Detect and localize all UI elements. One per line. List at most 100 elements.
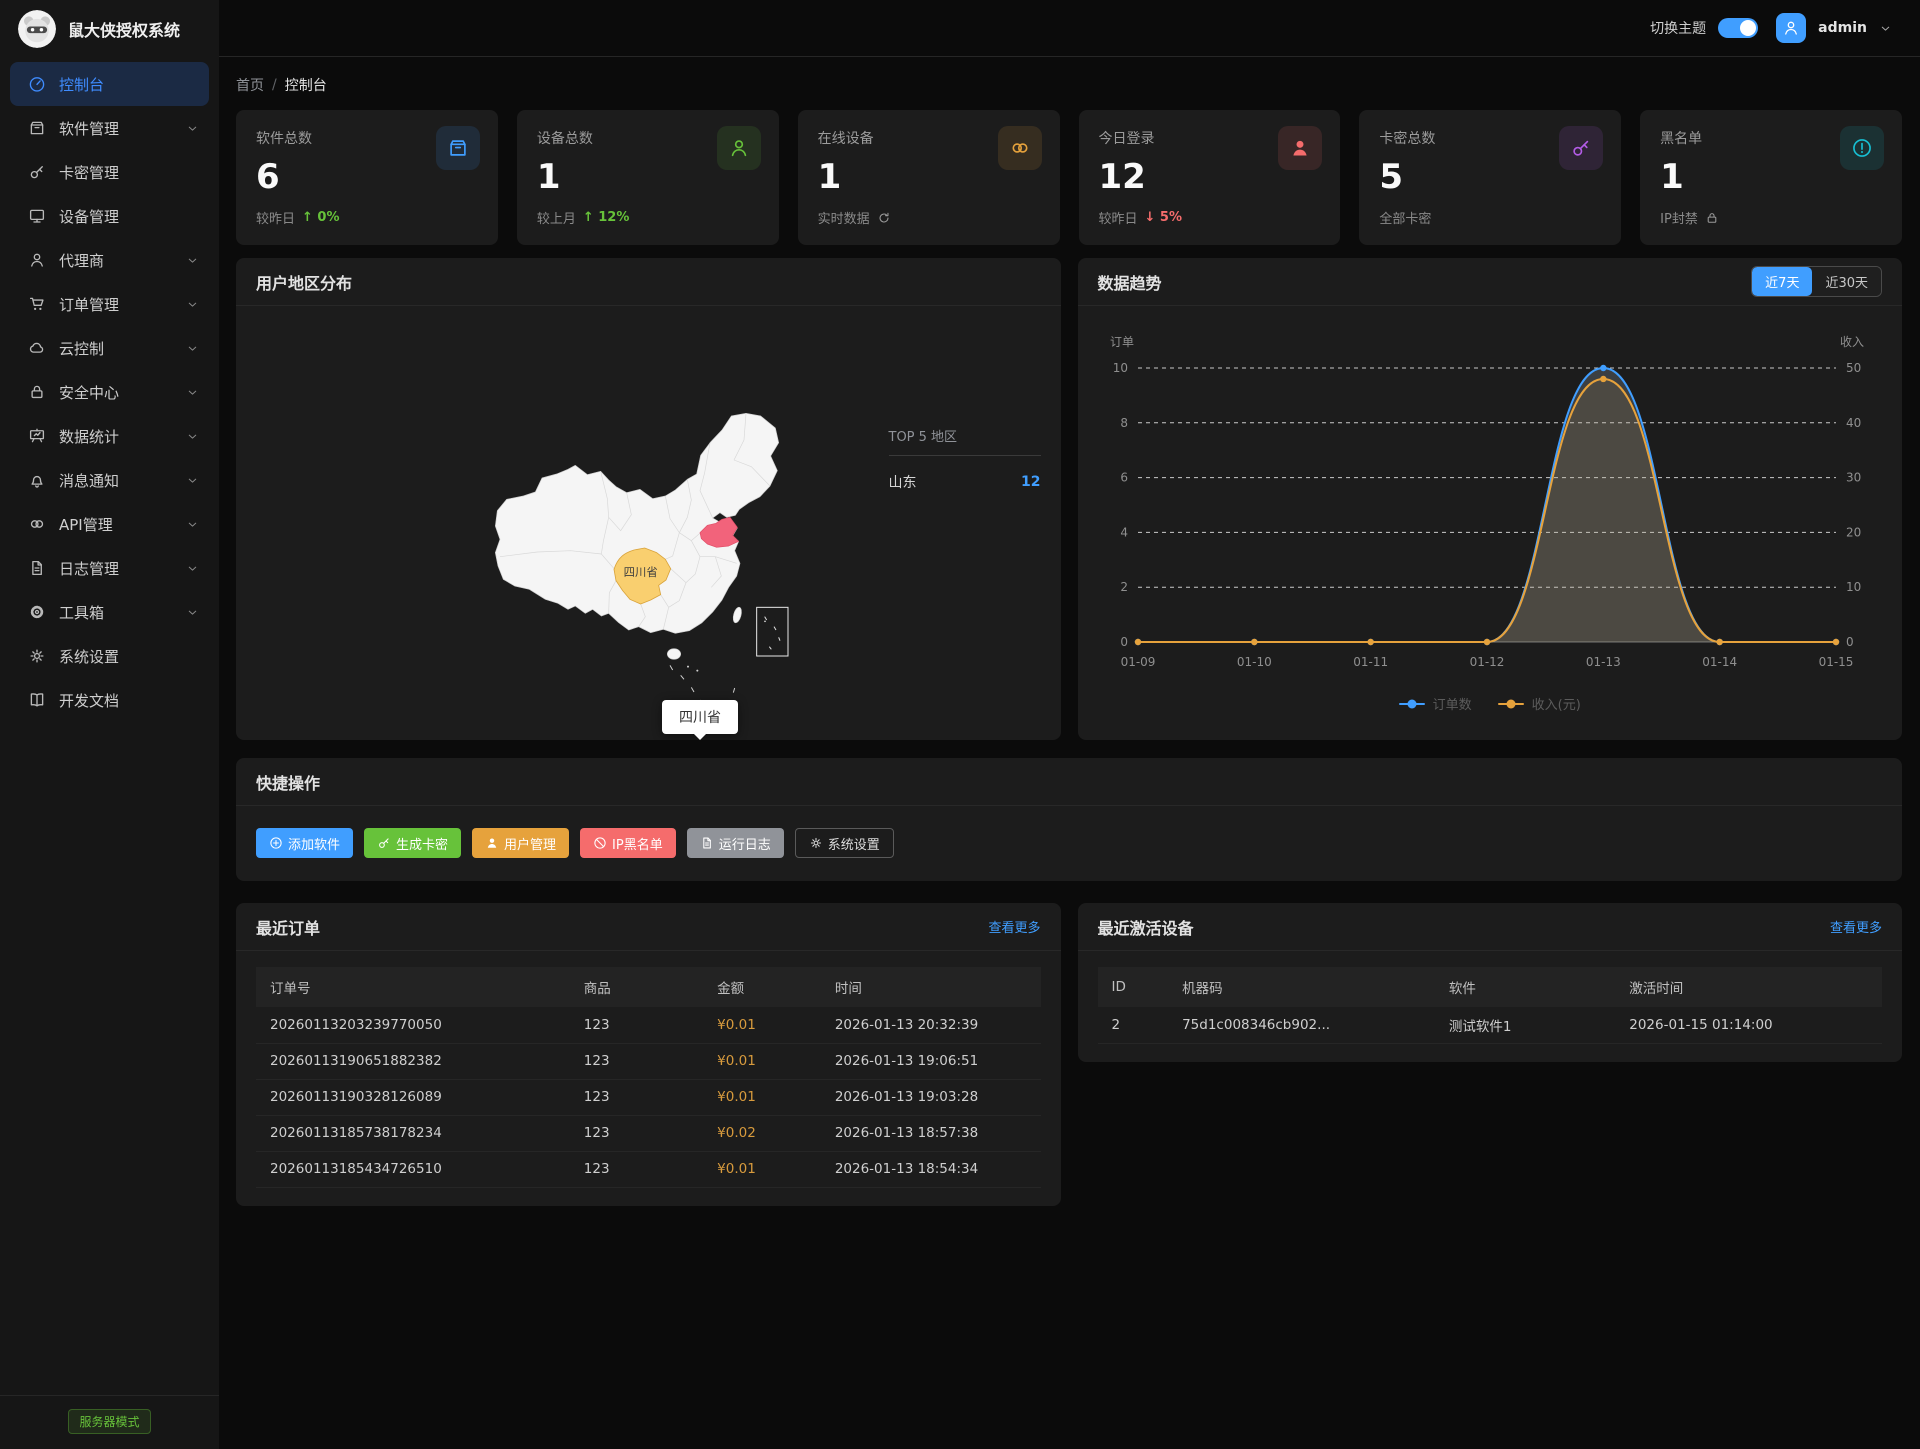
document-icon xyxy=(700,836,714,850)
table-cell: 20260113203239770050 xyxy=(256,1007,570,1044)
region-distribution-panel: 用户地区分布 xyxy=(236,258,1061,740)
quick-action-button[interactable]: 运行日志 xyxy=(686,828,784,858)
table-cell: 2026-01-13 19:03:28 xyxy=(820,1079,1041,1116)
legend-item[interactable]: 收入(元) xyxy=(1497,694,1581,713)
legend-item[interactable]: 订单数 xyxy=(1398,694,1472,713)
sidebar-item[interactable]: 工具箱 xyxy=(10,590,209,634)
sidebar-item[interactable]: 代理商 xyxy=(10,238,209,282)
stats-row: 软件总数 6 较昨日 ↑ 0% 设备总数 1 较上月 ↑ 12% 在线设备 1 实时… xyxy=(236,110,1902,245)
breadcrumb-separator: / xyxy=(272,77,277,93)
svg-text:0: 0 xyxy=(1846,635,1854,649)
table-cell: ¥0.01 xyxy=(703,1079,821,1116)
sidebar-item[interactable]: 数据统计 xyxy=(10,414,209,458)
stat-card: 软件总数 6 较昨日 ↑ 0% xyxy=(236,110,498,245)
table-cell: 2026-01-15 01:14:00 xyxy=(1615,1007,1882,1044)
china-map[interactable]: 四川省 xyxy=(458,400,838,740)
panel-title: 用户地区分布 xyxy=(256,273,353,293)
sidebar-item-label: 控制台 xyxy=(59,75,105,94)
devices-table: ID 机器码 软件 激活时间 2 75d1c008346cb902... 测试软件1 202… xyxy=(1097,967,1882,1044)
table-cell: 123 xyxy=(569,1115,704,1152)
column-header: 机器码 xyxy=(1168,967,1435,1007)
username[interactable]: admin xyxy=(1818,20,1867,36)
quick-action-label: 运行日志 xyxy=(718,837,771,853)
table-row: 2 75d1c008346cb902... 测试软件1 2026-01-15 01:1… xyxy=(1097,1007,1882,1044)
sidebar-item-label: 数据统计 xyxy=(59,427,120,446)
devices-more-link[interactable]: 查看更多 xyxy=(1829,921,1882,936)
gear-icon xyxy=(28,647,46,665)
trend-chart[interactable]: 0 2 4 6 8 10 0 10 20 30 40 50 订单 收入 01-09 01-10 01-11 01-… xyxy=(1098,310,1881,692)
sidebar-item-label: 订单管理 xyxy=(59,295,120,314)
sidebar-item-label: 安全中心 xyxy=(59,383,120,402)
svg-text:10: 10 xyxy=(1112,361,1127,375)
quick-action-button[interactable]: IP黑名单 xyxy=(580,828,676,858)
panel-title: 最近订单 xyxy=(256,918,321,938)
quick-actions-panel: 快捷操作 添加软件 生成卡密 用户管理 IP黑名单 运行日志 系统设置 xyxy=(236,758,1902,881)
lock-icon xyxy=(1705,211,1719,225)
table-cell: ¥0.01 xyxy=(703,1007,821,1044)
sidebar-item[interactable]: 软件管理 xyxy=(10,106,209,150)
sidebar-item[interactable]: 订单管理 xyxy=(10,282,209,326)
sidebar-item[interactable]: 卡密管理 xyxy=(10,150,209,194)
table-cell: 20260113185434726510 xyxy=(256,1151,570,1188)
book-icon xyxy=(28,691,46,709)
quick-action-button[interactable]: 生成卡密 xyxy=(364,828,462,858)
sidebar-item-label: 云控制 xyxy=(59,339,105,358)
map-tooltip: 四川省 xyxy=(662,700,738,740)
column-header: 订单号 xyxy=(256,967,570,1007)
range-button[interactable]: 近30天 xyxy=(1812,267,1881,296)
sidebar-item[interactable]: 安全中心 xyxy=(10,370,209,414)
quick-action-button[interactable]: 系统设置 xyxy=(794,828,894,858)
quick-action-button[interactable]: 用户管理 xyxy=(472,828,570,858)
sidebar-item[interactable]: API管理 xyxy=(10,502,209,546)
column-header: 金额 xyxy=(703,967,821,1007)
sidebar-item[interactable]: 设备管理 xyxy=(10,194,209,238)
column-header: ID xyxy=(1097,967,1169,1007)
sidebar-footer: 服务器模式 xyxy=(0,1395,219,1449)
range-button[interactable]: 近7天 xyxy=(1752,267,1813,296)
table-cell: 123 xyxy=(569,1043,704,1080)
sidebar-item[interactable]: 开发文档 xyxy=(10,678,209,722)
stat-value: 6 xyxy=(256,157,280,197)
svg-text:10: 10 xyxy=(1846,580,1861,594)
breadcrumb-home[interactable]: 首页 xyxy=(236,78,264,94)
stat-delta: ↓ 5% xyxy=(1144,210,1183,225)
table-row: 20260113190328126089 123 ¥0.01 2026-01-13 1… xyxy=(256,1079,1041,1116)
province-sichuan[interactable] xyxy=(613,547,672,605)
svg-text:01-14: 01-14 xyxy=(1702,655,1737,669)
sidebar-item-label: 开发文档 xyxy=(59,691,120,710)
app-logo[interactable]: 鼠大侠授权系统 xyxy=(0,0,219,57)
trend-chart-container: 0 2 4 6 8 10 0 10 20 30 40 50 订单 收入 01-09 01-10 01-11 01-… xyxy=(1078,306,1903,713)
link-icon xyxy=(1009,137,1031,159)
legend-label: 订单数 xyxy=(1432,698,1472,713)
china-map-container: 四川省 xyxy=(236,400,1061,740)
stat-icon-box xyxy=(1559,126,1604,170)
refresh-icon[interactable] xyxy=(877,211,891,225)
alert-circle-icon xyxy=(1851,137,1873,159)
table-row: 20260113185434726510 123 ¥0.01 2026-01-13 1… xyxy=(256,1151,1041,1188)
table-row: 20260113185738178234 123 ¥0.02 2026-01-13 1… xyxy=(256,1115,1041,1152)
link-icon xyxy=(28,515,46,533)
chevron-down-icon xyxy=(186,518,199,531)
orders-more-link[interactable]: 查看更多 xyxy=(988,921,1041,936)
stat-card: 在线设备 1 实时数据 xyxy=(797,110,1060,245)
quick-action-button[interactable]: 添加软件 xyxy=(256,828,354,858)
sidebar-item[interactable]: 系统设置 xyxy=(10,634,209,678)
chevron-down-icon[interactable] xyxy=(1879,22,1892,35)
quick-action-label: 添加软件 xyxy=(288,837,341,853)
stat-label: 在线设备 xyxy=(817,131,874,147)
panel-title: 快捷操作 xyxy=(256,773,321,793)
province-shandong[interactable] xyxy=(699,517,740,548)
breadcrumb-current: 控制台 xyxy=(284,78,327,94)
user-avatar[interactable] xyxy=(1776,13,1807,43)
top5-title: TOP 5 地区 xyxy=(888,426,1041,456)
column-header: 激活时间 xyxy=(1615,967,1882,1007)
sidebar-item[interactable]: 控制台 xyxy=(10,62,209,106)
theme-toggle[interactable] xyxy=(1718,18,1759,38)
table-row: 20260113203239770050 123 ¥0.01 2026-01-13 2… xyxy=(256,1007,1041,1044)
sidebar-item[interactable]: 云控制 xyxy=(10,326,209,370)
sidebar-item[interactable]: 日志管理 xyxy=(10,546,209,590)
top5-row: 山东 12 xyxy=(889,472,1041,492)
sidebar-item[interactable]: 消息通知 xyxy=(10,458,209,502)
svg-text:2: 2 xyxy=(1120,580,1128,594)
table-cell: 2026-01-13 18:54:34 xyxy=(820,1151,1041,1188)
